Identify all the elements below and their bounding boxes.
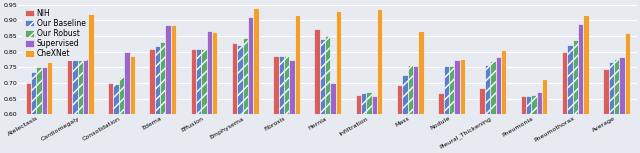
Bar xyxy=(72,30,77,153)
Bar xyxy=(460,59,465,153)
Bar xyxy=(356,95,361,153)
Bar xyxy=(108,83,113,153)
Bar xyxy=(320,39,325,153)
Bar xyxy=(119,77,124,153)
Bar xyxy=(237,45,243,153)
Bar xyxy=(42,67,47,153)
Bar xyxy=(366,92,372,153)
Bar xyxy=(449,66,454,153)
Bar xyxy=(129,56,135,153)
Bar xyxy=(36,67,42,153)
Bar xyxy=(160,42,166,153)
Bar xyxy=(542,79,547,153)
Bar xyxy=(253,8,259,153)
Bar xyxy=(419,31,424,153)
Legend: NIH, Our Baseline, Our Robust, Supervised, CheXNet: NIH, Our Baseline, Our Robust, Supervise… xyxy=(22,6,88,61)
Bar xyxy=(149,49,155,153)
Bar xyxy=(614,59,620,153)
Bar xyxy=(294,15,300,153)
Bar xyxy=(578,24,584,153)
Bar xyxy=(284,56,289,153)
Bar xyxy=(171,24,176,153)
Bar xyxy=(212,32,218,153)
Bar xyxy=(232,43,237,153)
Bar xyxy=(196,49,202,153)
Bar xyxy=(490,61,495,153)
Bar xyxy=(248,17,253,153)
Bar xyxy=(603,69,609,153)
Bar xyxy=(408,65,413,153)
Bar xyxy=(526,96,531,153)
Bar xyxy=(325,36,330,153)
Bar xyxy=(166,25,171,153)
Bar xyxy=(289,60,294,153)
Bar xyxy=(537,92,542,153)
Bar xyxy=(484,65,490,153)
Bar xyxy=(438,93,444,153)
Bar xyxy=(625,33,630,153)
Bar xyxy=(67,49,72,153)
Bar xyxy=(26,83,31,153)
Bar xyxy=(573,40,578,153)
Bar xyxy=(567,45,573,153)
Bar xyxy=(31,72,36,153)
Bar xyxy=(584,15,589,153)
Bar xyxy=(413,66,419,153)
Bar xyxy=(609,62,614,153)
Bar xyxy=(330,83,336,153)
Bar xyxy=(501,50,506,153)
Bar xyxy=(278,56,284,153)
Bar xyxy=(191,49,196,153)
Bar xyxy=(336,11,341,153)
Bar xyxy=(377,9,383,153)
Bar xyxy=(124,52,129,153)
Bar xyxy=(521,96,526,153)
Bar xyxy=(314,29,320,153)
Bar xyxy=(531,95,537,153)
Bar xyxy=(361,93,366,153)
Bar xyxy=(88,14,93,153)
Bar xyxy=(495,57,501,153)
Bar xyxy=(202,49,207,153)
Bar xyxy=(562,52,567,153)
Bar xyxy=(479,88,484,153)
Bar xyxy=(454,60,460,153)
Bar xyxy=(444,66,449,153)
Bar xyxy=(372,96,377,153)
Bar xyxy=(113,84,119,153)
Bar xyxy=(397,85,403,153)
Bar xyxy=(403,75,408,153)
Bar xyxy=(273,56,278,153)
Bar xyxy=(243,38,248,153)
Bar xyxy=(83,28,88,153)
Bar xyxy=(207,31,212,153)
Bar xyxy=(620,57,625,153)
Bar xyxy=(47,62,52,153)
Bar xyxy=(77,26,83,153)
Bar xyxy=(155,46,160,153)
